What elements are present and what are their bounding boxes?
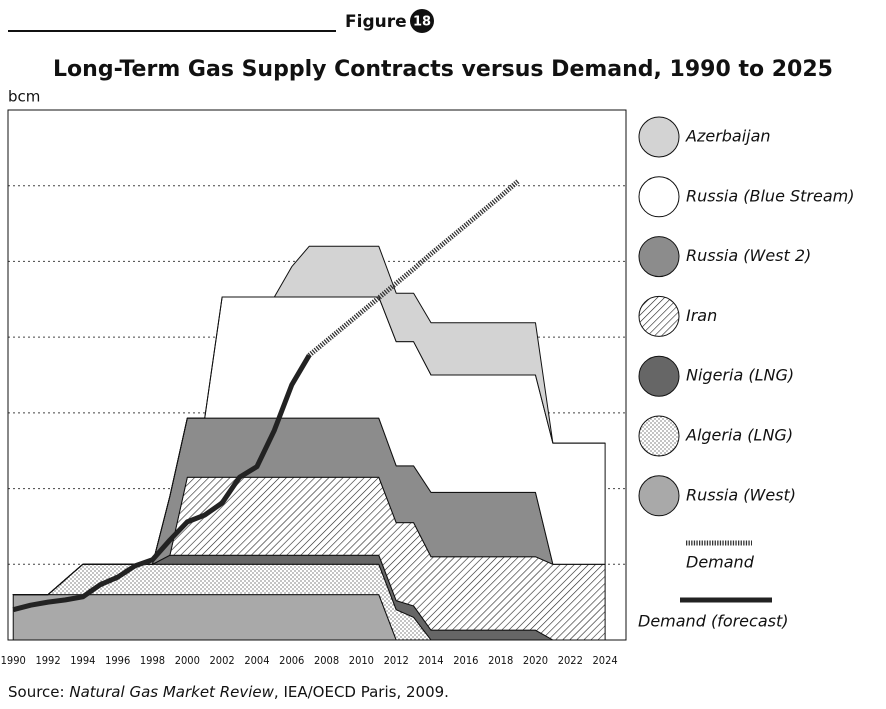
x-tick-label: 2020: [523, 654, 548, 667]
y-axis-label: bcm: [8, 88, 40, 106]
x-tick-label: 2010: [349, 654, 374, 667]
x-tick-label: 1998: [140, 654, 165, 667]
source: Source: Natural Gas Market Review, IEA/O…: [8, 683, 449, 701]
chart-title: Long-Term Gas Supply Contracts versus De…: [53, 57, 833, 82]
x-tick-label: 2018: [488, 654, 513, 667]
x-tick-label: 1992: [35, 654, 60, 667]
x-tick-label: 1996: [105, 654, 130, 667]
legend-label: Russia (West 2): [686, 246, 811, 265]
x-tick-label: 2016: [453, 654, 478, 667]
legend-label: Iran: [686, 306, 717, 325]
legend-label: Algeria (LNG): [685, 426, 793, 445]
legend-label: Demand (forecast): [638, 612, 788, 631]
demand-line: [307, 179, 520, 358]
x-tick-label: 1990: [1, 654, 26, 667]
legend-label: Russia (Blue Stream): [686, 186, 854, 205]
plot: [8, 179, 626, 641]
source-suffix: , IEA/OECD Paris, 2009.: [274, 683, 449, 701]
x-tick-label: 2008: [314, 654, 339, 667]
area: [12, 245, 606, 596]
source-prefix: Source:: [8, 683, 69, 701]
legend-swatch: [638, 415, 680, 457]
x-tick-label: 2006: [279, 654, 304, 667]
x-tick-label: 2022: [558, 654, 583, 667]
x-tick-label: 2014: [418, 654, 443, 667]
legend: Azerbaijan Russia (Blue Stream) Russia (We…: [638, 116, 854, 631]
legend-label: Demand: [686, 553, 755, 572]
figure-badge: [410, 9, 434, 33]
x-tick-label: 2000: [175, 654, 200, 667]
legend-swatch: [638, 475, 680, 517]
source-title: Natural Gas Market Review: [69, 683, 274, 701]
x-tick-label: 1994: [70, 654, 95, 667]
legend-swatch: [638, 355, 680, 397]
x-tick-label: 2024: [593, 654, 618, 667]
legend-swatch: [638, 176, 680, 218]
figure-number: 18: [413, 15, 431, 30]
legend-swatch: [638, 116, 680, 158]
figure-label: Figure: [345, 12, 407, 32]
legend-swatch: [638, 295, 680, 337]
legend-label: Nigeria (LNG): [686, 366, 794, 385]
x-tick-label: 2004: [244, 654, 269, 667]
demand-line: [12, 354, 312, 613]
legend-swatch: [638, 236, 680, 278]
x-tick-label: 2012: [384, 654, 409, 667]
plot-frame: [7, 109, 627, 641]
legend-label: Russia (West): [686, 485, 796, 504]
legend-label: Azerbaijan: [685, 127, 771, 146]
x-tick-label: 2002: [210, 654, 235, 667]
